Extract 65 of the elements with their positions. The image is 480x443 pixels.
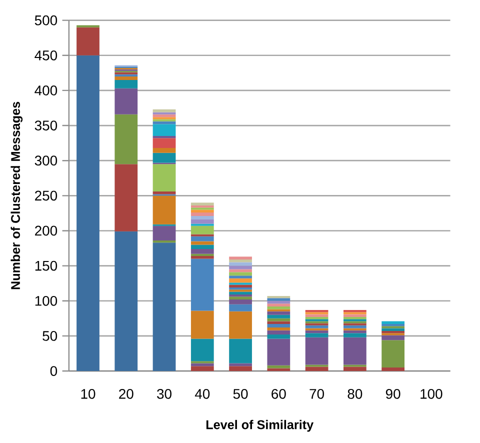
bar: [190, 338, 214, 362]
y-tick-label: 50: [42, 331, 58, 341]
x-tick-label: 60: [272, 388, 286, 399]
x-tick-label: 10: [81, 388, 96, 399]
bar: [267, 314, 290, 318]
y-tick-label: 350: [34, 120, 58, 130]
y-tick-label: 500: [34, 15, 58, 26]
bar: [190, 366, 214, 371]
y-tick-label: 450: [34, 50, 58, 60]
x-tick-label: 80: [348, 388, 362, 399]
x-axis-title: Level of Similarity: [206, 420, 314, 432]
x-tick-label: 50: [233, 388, 248, 399]
bar: [267, 328, 290, 330]
bar: [229, 259, 252, 262]
bar: [267, 330, 290, 335]
bar: [152, 242, 176, 371]
x-tick-label: 70: [310, 388, 324, 399]
y-tick-label: 0: [50, 366, 58, 376]
bar: [343, 310, 366, 312]
y-tick-label: 300: [34, 156, 58, 166]
bar: [114, 76, 138, 80]
y-tick-label: 250: [35, 190, 58, 201]
bar: [343, 366, 366, 371]
y-tick-label: 200: [35, 226, 58, 236]
bar: [343, 337, 366, 365]
bar: [305, 333, 328, 338]
x-tick-label: 90: [386, 388, 400, 399]
bar: [382, 321, 404, 324]
bar: [190, 244, 214, 249]
y-tick-label: 150: [35, 260, 58, 271]
bar: [305, 366, 328, 371]
bar: [152, 124, 176, 136]
bar: [267, 338, 290, 366]
bar: [190, 202, 214, 206]
y-axis-title: Number of Clustered Messages: [10, 102, 23, 290]
bar: [382, 367, 404, 371]
bar: [267, 324, 290, 328]
bar: [229, 276, 252, 278]
bar: [229, 256, 252, 260]
bar: [305, 310, 328, 312]
bar: [152, 152, 176, 163]
x-tick-label: 100: [420, 388, 442, 399]
bar: [267, 321, 290, 324]
x-tick-label: 30: [157, 388, 172, 399]
bar: [343, 333, 366, 338]
bar: [190, 205, 214, 208]
bar: [190, 212, 214, 216]
bar: [152, 148, 176, 153]
bar: [267, 334, 290, 339]
x-tick-label: 40: [194, 388, 210, 399]
bar: [76, 55, 100, 371]
x-tick-label: 20: [119, 388, 134, 399]
bar: [267, 318, 290, 322]
bar: [229, 272, 252, 276]
bar: [382, 340, 404, 368]
y-tick-label: 100: [35, 296, 58, 306]
bar: [114, 231, 138, 371]
bar: [267, 368, 290, 371]
bar: [267, 365, 290, 368]
bar: [190, 241, 214, 245]
bar: [305, 337, 328, 365]
bar: [152, 226, 176, 241]
y-tick-label: 400: [34, 86, 58, 96]
bar: [382, 335, 404, 340]
bar: [229, 366, 252, 371]
